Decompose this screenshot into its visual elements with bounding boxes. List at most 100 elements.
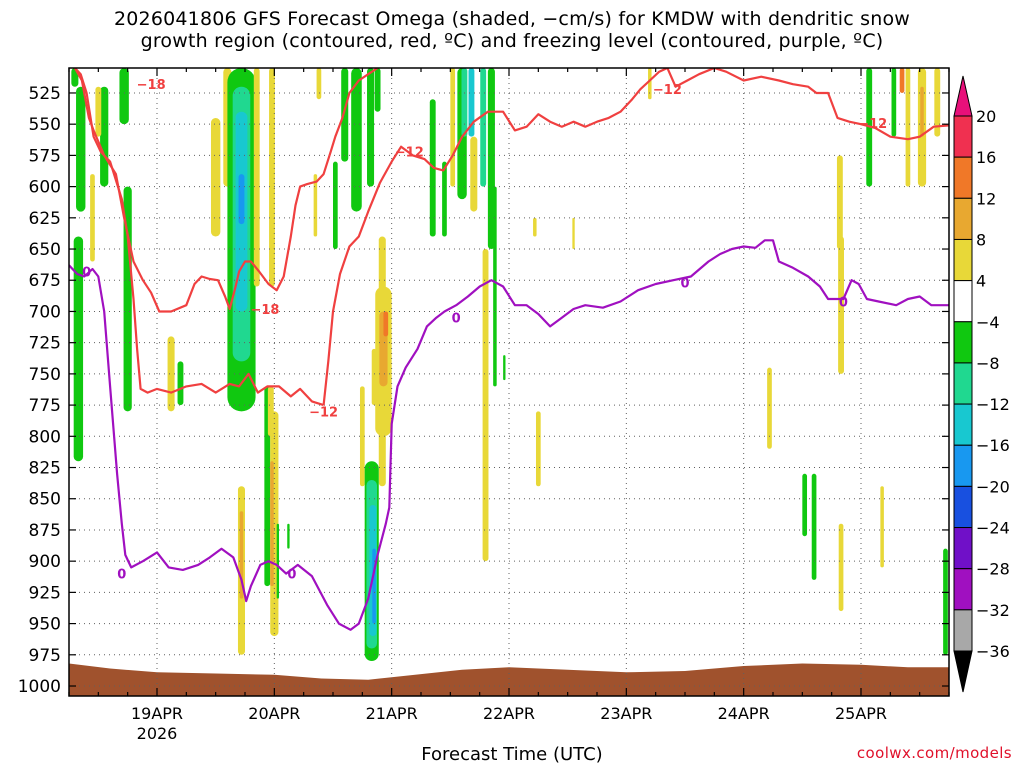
y-tick-label-950: 950 <box>29 615 61 635</box>
freezing-level-contour <box>69 239 949 631</box>
omega-blob-1 <box>76 86 86 212</box>
omega-blob-69 <box>905 68 911 187</box>
y-tick-label-775: 775 <box>29 396 61 416</box>
colorbar-box-6 <box>953 362 973 405</box>
omega-blob-25 <box>287 523 290 549</box>
colorbar-box-5 <box>953 321 973 364</box>
y-tick-label-600: 600 <box>29 178 61 198</box>
omega-blob-23 <box>270 461 274 587</box>
gridlines <box>69 68 949 696</box>
omega-blob-48 <box>468 68 475 137</box>
contour-label-6: 0 <box>82 266 91 281</box>
omega-blob-63 <box>838 236 844 374</box>
omega-blob-38 <box>371 348 377 406</box>
colorbar-label-6: −8 <box>976 354 1000 373</box>
y-tick-label-850: 850 <box>29 490 61 510</box>
colorbar-label-3: 8 <box>976 230 986 249</box>
y-tick-label-975: 975 <box>29 646 61 666</box>
colorbar-label-1: 16 <box>976 148 996 167</box>
colorbar-box-10 <box>953 527 973 570</box>
colorbar-label-13: −36 <box>976 642 1010 661</box>
colorbar-box-11 <box>953 568 973 611</box>
x-tick-label-23APR: 23APR <box>600 704 652 723</box>
colorbar-box-9 <box>953 485 973 529</box>
contour-label-4: −18 <box>250 303 279 318</box>
x-year-label: 2026 <box>137 724 178 743</box>
colorbar-label-7: −12 <box>976 395 1010 414</box>
y-tick-label-900: 900 <box>29 552 61 572</box>
y-tick-label-925: 925 <box>29 583 61 603</box>
omega-blob-3 <box>100 86 109 187</box>
contour-label-1: −12 <box>395 146 424 161</box>
colorbar-label-4: 4 <box>976 272 986 291</box>
y-tick-label-575: 575 <box>29 146 61 166</box>
omega-blob-27 <box>316 68 322 100</box>
colorbar-label-8: −16 <box>976 436 1010 455</box>
omega-blob-60 <box>802 473 808 537</box>
y-tick-label-675: 675 <box>29 271 61 291</box>
colorbar-label-12: −32 <box>976 601 1010 620</box>
omega-blob-42 <box>372 548 376 624</box>
contour-label-8: 0 <box>287 568 296 583</box>
colorbar-bottom-arrow <box>953 650 973 693</box>
omega-blob-57 <box>572 217 575 250</box>
source-credit[interactable]: coolwx.com/models <box>856 744 1012 762</box>
contour-label-11: 0 <box>839 295 848 310</box>
omega-blob-52 <box>493 186 497 387</box>
omega-blob-71 <box>920 86 924 137</box>
omega-blob-26 <box>313 174 318 237</box>
colorbar-box-4 <box>953 280 973 323</box>
colorbar-top-arrow <box>953 75 973 117</box>
omega-blob-61 <box>811 473 817 580</box>
omega-blob-67 <box>891 68 897 137</box>
omega-blob-58 <box>648 68 652 100</box>
x-tick-label-22APR: 22APR <box>483 704 535 723</box>
colorbar-label-0: 20 <box>976 107 996 126</box>
y-tick-label-825: 825 <box>29 459 61 479</box>
y-tick-label-550: 550 <box>29 115 61 135</box>
y-tick-label-750: 750 <box>29 365 61 385</box>
omega-blob-30 <box>351 68 362 212</box>
x-tick-label-21APR: 21APR <box>366 704 418 723</box>
omega-blob-62 <box>836 155 843 250</box>
colorbar-label-2: 12 <box>976 189 996 208</box>
x-tick-label-24APR: 24APR <box>718 704 770 723</box>
y-tick-label-700: 700 <box>29 302 61 322</box>
dgz-contour-right <box>666 68 949 141</box>
omega-blob-6 <box>95 86 102 137</box>
omega-blob-9 <box>177 361 184 406</box>
y-tick-label-650: 650 <box>29 240 61 260</box>
omega-blob-19 <box>264 386 271 587</box>
x-axis-label: Forecast Time (UTC) <box>421 744 603 765</box>
omega-blob-10 <box>210 117 221 237</box>
omega-blob-53 <box>482 249 489 562</box>
x-tick-label-20APR: 20APR <box>248 704 300 723</box>
contour-label-2: −12 <box>653 83 682 98</box>
colorbar-label-11: −28 <box>976 560 1010 579</box>
omega-blob-28 <box>333 161 338 250</box>
omega-blob-16 <box>253 68 260 287</box>
omega-blob-45 <box>450 68 456 187</box>
contour-lines <box>69 68 949 631</box>
omega-blob-7 <box>90 174 95 262</box>
contour-label-7: 0 <box>117 568 126 583</box>
chart-title-line2: growth region (contoured, red, ºC) and f… <box>140 30 884 52</box>
y-tick-label-875: 875 <box>29 521 61 541</box>
colorbar-box-0 <box>953 115 973 158</box>
ground-terrain <box>69 663 949 696</box>
contour-label-9: 0 <box>452 312 461 327</box>
colorbar-box-8 <box>953 444 973 487</box>
colorbar-box-7 <box>953 403 973 446</box>
omega-blob-15 <box>238 174 245 225</box>
colorbar-box-1 <box>953 156 973 199</box>
y-tick-label-525: 525 <box>29 84 61 104</box>
omega-blob-8 <box>167 336 175 412</box>
colorbar-box-3 <box>953 238 973 282</box>
chart-title-line1: 2026041806 GFS Forecast Omega (shaded, −… <box>113 8 911 30</box>
omega-blob-2 <box>73 236 84 462</box>
contour-label-3: −12 <box>858 117 887 132</box>
omega-blob-73 <box>943 548 948 655</box>
x-tick-label-25APR: 25APR <box>835 704 887 723</box>
plot-background <box>69 68 949 696</box>
